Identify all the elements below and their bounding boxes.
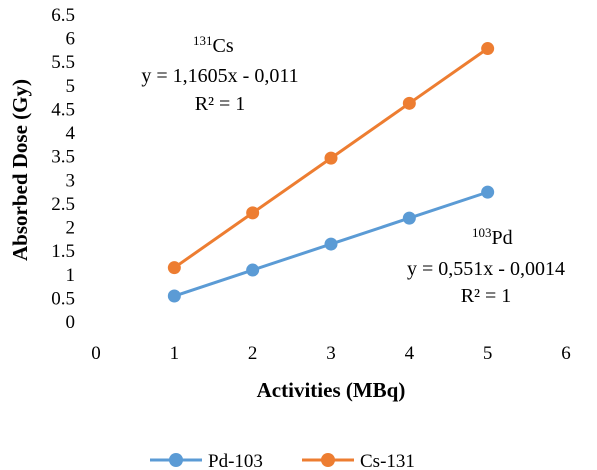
y-tick-label: 2.5 xyxy=(51,194,75,215)
data-point-cs131 xyxy=(481,42,495,56)
x-tick-label: 2 xyxy=(248,343,258,364)
series-pd103 xyxy=(167,185,495,303)
legend-item-cs131[interactable]: Cs-131 xyxy=(302,451,415,470)
cs131-symbol: Cs xyxy=(213,35,234,57)
y-tick-label: 6.5 xyxy=(51,5,75,26)
pd103-isotope-label: 103Pd xyxy=(472,225,513,249)
pd103-r-squared: R² = 1 xyxy=(461,285,512,307)
data-point-pd103 xyxy=(324,237,338,251)
pd103-annotation: 103Pd y = 0,551x - 0,0014 R² = 1 xyxy=(407,225,565,307)
data-point-cs131 xyxy=(402,96,416,110)
data-point-pd103 xyxy=(481,185,495,199)
x-tick-label: 3 xyxy=(326,343,336,364)
data-point-pd103 xyxy=(246,263,260,277)
x-axis-title: Activities (MBq) xyxy=(257,378,406,402)
y-axis-ticks: 0 0.51 1.52 2.5 33.5 4 4.55 5.56 6.5 xyxy=(51,5,75,333)
y-tick-label: 0 xyxy=(66,312,76,333)
pd103-symbol: Pd xyxy=(492,227,513,249)
data-point-cs131 xyxy=(246,206,260,220)
y-tick-label: 6 xyxy=(66,29,76,50)
y-axis-title: Absorbed Dose (Gy) xyxy=(8,79,32,261)
y-tick-label: 0.5 xyxy=(51,288,75,309)
cs131-r-squared: R² = 1 xyxy=(195,93,246,115)
y-tick-label: 3 xyxy=(66,170,76,191)
legend-pd103-label: Pd-103 xyxy=(208,451,263,470)
cs131-annotation: 131Cs y = 1,1605x - 0,011 R² = 1 xyxy=(141,33,298,115)
y-tick-label: 3.5 xyxy=(51,147,75,168)
y-tick-label: 2 xyxy=(66,218,76,239)
pd103-mass-number: 103 xyxy=(472,225,492,240)
data-point-cs131 xyxy=(167,261,181,275)
data-point-pd103 xyxy=(167,289,181,303)
cs131-isotope-label: 131Cs xyxy=(193,33,234,57)
y-tick-label: 4.5 xyxy=(51,99,75,120)
pd103-equation: y = 0,551x - 0,0014 xyxy=(407,258,565,280)
legend-pd103-marker xyxy=(169,453,183,467)
legend: Pd-103 Cs-131 xyxy=(150,451,415,470)
y-tick-label: 5.5 xyxy=(51,52,75,73)
x-tick-label: 5 xyxy=(483,343,493,364)
cs131-equation: y = 1,1605x - 0,011 xyxy=(141,65,298,87)
y-tick-label: 1 xyxy=(66,265,76,286)
plot-area xyxy=(167,42,495,303)
x-tick-label: 0 xyxy=(91,343,101,364)
legend-cs131-label: Cs-131 xyxy=(360,451,415,470)
y-tick-label: 5 xyxy=(66,76,76,97)
y-tick-label: 1.5 xyxy=(51,241,75,262)
x-tick-label: 1 xyxy=(170,343,180,364)
x-tick-label: 6 xyxy=(561,343,571,364)
x-tick-label: 4 xyxy=(405,343,415,364)
y-tick-label: 4 xyxy=(66,123,76,144)
cs131-mass-number: 131 xyxy=(193,33,213,48)
data-point-pd103 xyxy=(402,211,416,225)
series-cs131 xyxy=(167,42,495,275)
x-axis-ticks: 0 1 2 3 4 5 6 xyxy=(91,343,571,364)
data-point-cs131 xyxy=(324,151,338,165)
legend-cs131-marker xyxy=(321,453,335,467)
legend-item-pd103[interactable]: Pd-103 xyxy=(150,451,263,470)
